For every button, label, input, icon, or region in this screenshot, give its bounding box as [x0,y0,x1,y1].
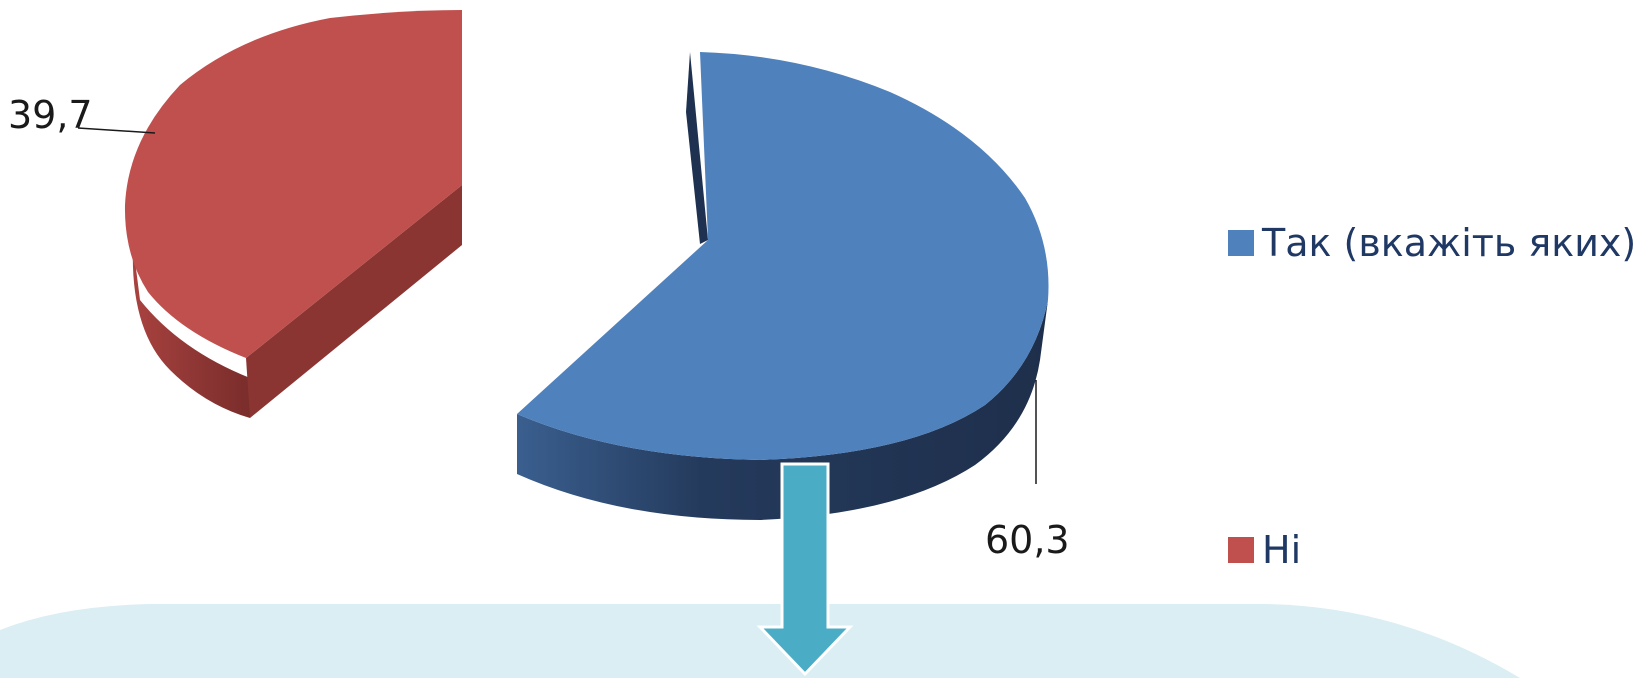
callout-box [0,604,1520,678]
pie-slice-ni [124,10,463,418]
data-label-tak: 60,3 [985,518,1070,562]
pie-slice-ni-side [132,245,250,418]
pie-slice-tak [517,52,1049,520]
legend-label-tak: Так (вкажіть яких) [1261,221,1636,265]
legend-swatch-ni [1228,537,1254,563]
pie-slice-ni-top [124,10,463,358]
pie-slice-tak-edge [686,52,708,244]
pie-slice-ni-cut-face [246,185,462,418]
legend-item-ni: Ні [1228,528,1301,572]
legend-label-ni: Ні [1262,528,1301,572]
pie-slice-tak-side [517,300,1048,520]
legend-item-tak: Так (вкажіть яких) [1228,221,1636,265]
legend-swatch-tak [1228,230,1254,256]
data-label-ni: 39,7 [8,93,93,137]
leader-line-ni [77,127,156,134]
pie-slice-tak-top [517,52,1049,460]
down-arrow [756,462,854,677]
legend: Так (вкажіть яких) Ні [1228,221,1636,572]
